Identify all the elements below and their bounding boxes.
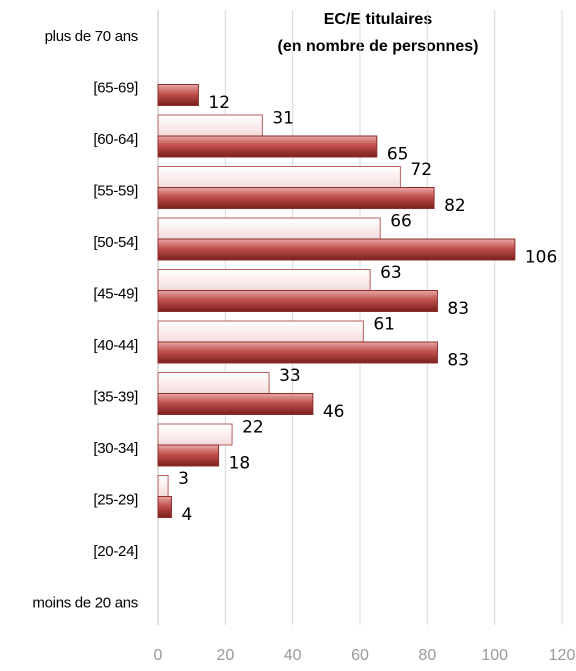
- data-label: 3: [178, 469, 189, 489]
- x-tick-label: 120: [549, 647, 576, 664]
- bar: [157, 341, 438, 364]
- bar: [157, 444, 220, 467]
- data-label: 31: [272, 109, 294, 129]
- data-label: 83: [447, 351, 469, 371]
- data-label: 83: [447, 299, 469, 319]
- data-label: 63: [380, 263, 402, 283]
- bar: [157, 135, 378, 158]
- y-tick-label: [55-59]: [93, 182, 138, 199]
- x-tick-label: 80: [418, 647, 436, 664]
- y-tick-label: [45-49]: [93, 285, 138, 302]
- x-tick-label: 20: [216, 647, 234, 664]
- y-tick-label: [35-39]: [93, 388, 138, 405]
- data-label: 65: [387, 145, 409, 165]
- chart-subtitle: (en nombre de personnes): [278, 38, 479, 55]
- bar: [157, 290, 438, 312]
- bar: [157, 187, 435, 209]
- bar: [157, 114, 263, 137]
- data-label: 12: [208, 93, 230, 113]
- data-label: 72: [410, 160, 432, 180]
- bar: [157, 269, 371, 291]
- bar: [157, 166, 401, 188]
- data-label: 61: [373, 315, 395, 335]
- chart-title: EC/E titulaires: [324, 11, 433, 28]
- bar: [157, 84, 199, 106]
- bar: [157, 372, 270, 394]
- y-tick-label: [30-34]: [93, 440, 138, 457]
- bar: [157, 217, 381, 240]
- y-tick-label: [20-24]: [93, 543, 138, 560]
- bar: [157, 475, 169, 497]
- y-tick-label: [40-44]: [93, 337, 138, 354]
- bar: [157, 238, 516, 261]
- x-tick-label: 40: [284, 647, 302, 664]
- data-label: 82: [444, 196, 466, 216]
- data-label: 18: [229, 454, 251, 474]
- data-label: 106: [525, 248, 557, 268]
- y-tick-label: plus de 70 ans: [45, 28, 138, 45]
- data-label: 4: [181, 505, 192, 525]
- y-tick-label: moins de 20 ans: [32, 594, 138, 611]
- y-tick-label: [25-29]: [93, 491, 138, 508]
- bar: [157, 320, 364, 343]
- y-tick-label: [50-54]: [93, 234, 138, 251]
- data-label: 66: [390, 212, 412, 232]
- data-label: 33: [279, 366, 301, 386]
- bar: [157, 496, 172, 518]
- x-tick-label: 100: [481, 647, 508, 664]
- bar: [157, 393, 314, 415]
- y-tick-label: [60-64]: [93, 131, 138, 148]
- bar: [157, 423, 233, 446]
- y-tick-label: [65-69]: [93, 79, 138, 96]
- data-label: 22: [242, 418, 264, 438]
- x-tick-label: 0: [154, 647, 163, 664]
- data-label: 46: [323, 402, 345, 422]
- x-tick-label: 60: [351, 647, 369, 664]
